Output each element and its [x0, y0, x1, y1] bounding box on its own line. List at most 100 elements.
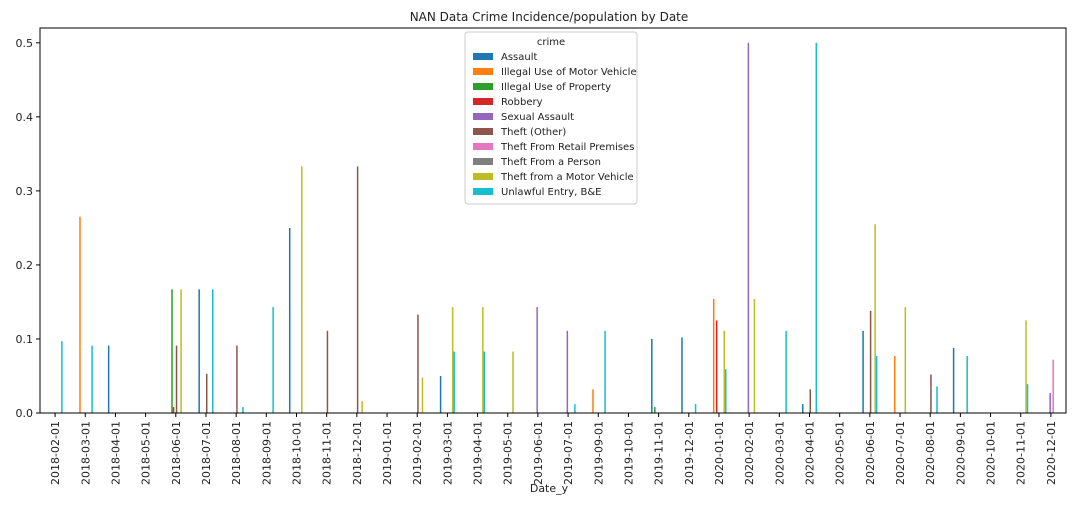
legend: crime Assault Illegal Use of Motor Vehicle… [464, 31, 638, 205]
x-tick-label: 2020-07-01 [894, 421, 907, 485]
legend-swatch [473, 143, 493, 150]
bar-assault-2020-09-01 [952, 347, 955, 413]
legend-entry: Theft From Retail Premises [500, 142, 634, 153]
legend-swatch [473, 98, 493, 105]
x-tick-label: 2019-05-01 [502, 421, 515, 485]
y-tick-label: 0.4 [16, 111, 34, 124]
x-tick-label: 2020-12-01 [1045, 421, 1058, 485]
x-tick-label: 2020-11-01 [1015, 421, 1028, 485]
bar-theft-from-a-motor-vehicle-2020-07-01 [904, 307, 907, 413]
bar-unlawful-entry-b-e-2018-03-01 [91, 345, 93, 413]
bar-theft-other--2018-06-01 [175, 345, 178, 413]
bar-theft-from-a-motor-vehicle-2020-01-01 [723, 330, 726, 413]
bar-sexual-assault-2019-06-01 [536, 307, 538, 413]
x-tick-label: 2018-03-01 [79, 421, 92, 485]
bar-assault-2018-04-01 [107, 345, 110, 413]
x-tick-label: 2019-01-01 [381, 421, 394, 485]
x-tick-label: 2019-09-01 [592, 421, 605, 485]
bar-theft-from-a-motor-vehicle-2020-11-01 [1025, 320, 1027, 413]
legend-entry: Illegal Use of Motor Vehicle [501, 67, 637, 78]
bar-illegal-use-of-motor-vehicle-2018-03-01 [79, 216, 81, 413]
bar-theft-from-retail-premises-2020-12-01 [1052, 359, 1054, 413]
legend-entry: Sexual Assault [501, 112, 574, 123]
bar-theft-from-a-motor-vehicle-2018-06-01 [180, 289, 182, 413]
x-tick-label: 2018-08-01 [230, 421, 243, 485]
bar-theft-from-a-motor-vehicle-2019-05-01 [512, 351, 514, 413]
x-tick-label: 2018-02-01 [49, 421, 62, 485]
bar-robbery-2018-06-01 [172, 407, 175, 413]
x-tick-label: 2019-02-01 [411, 421, 424, 485]
x-tick-label: 2018-11-01 [321, 421, 334, 485]
bar-unlawful-entry-b-e-2020-06-01 [875, 355, 878, 413]
x-tick-label: 2020-08-01 [924, 421, 937, 485]
y-tick-label: 0.1 [16, 333, 34, 346]
legend-entry: Assault [501, 52, 538, 63]
y-tick-label: 0.0 [16, 407, 34, 420]
bar-unlawful-entry-b-e-2019-04-01 [483, 351, 486, 413]
x-tick-label: 2018-09-01 [260, 421, 273, 485]
x-tick-label: 2019-10-01 [622, 421, 635, 485]
chart-title: NAN Data Crime Incidence/population by D… [410, 10, 689, 24]
bar-assault-2018-10-01 [288, 227, 291, 413]
bar-theft-from-a-motor-vehicle-2020-02-01 [753, 298, 756, 413]
bar-theft-other--2018-07-01 [205, 373, 208, 413]
bar-unlawful-entry-b-e-2020-09-01 [966, 355, 968, 413]
bar-theft-other--2018-12-01 [356, 166, 359, 413]
legend-entry: Theft From a Person [500, 157, 601, 168]
bar-unlawful-entry-b-e-2019-07-01 [574, 404, 576, 413]
bar-unlawful-entry-b-e-2020-01-01 [725, 369, 727, 413]
x-tick-label: 2019-03-01 [441, 421, 454, 485]
bar-unlawful-entry-b-e-2020-08-01 [936, 386, 938, 413]
x-tick-label: 2019-11-01 [653, 421, 666, 485]
bar-illegal-use-of-motor-vehicle-2020-07-01 [893, 355, 896, 413]
bar-illegal-use-of-property-2019-11-01 [654, 407, 656, 413]
bar-unlawful-entry-b-e-2020-11-01 [1026, 384, 1029, 413]
bars-layer [61, 42, 1054, 414]
bar-sexual-assault-2019-07-01 [566, 330, 569, 413]
bar-unlawful-entry-b-e-2020-03-01 [785, 330, 787, 413]
bar-unlawful-entry-b-e-2019-12-01 [694, 404, 697, 413]
bar-theft-other--2019-02-01 [417, 314, 419, 413]
x-tick-label: 2018-06-01 [170, 421, 183, 485]
bar-theft-from-a-motor-vehicle-2019-04-01 [482, 307, 484, 413]
x-tick-label: 2018-12-01 [351, 421, 364, 485]
x-axis: 2018-02-01 2018-03-01 2018-04-01 2018-05-01… [49, 413, 1058, 485]
legend-entry: Theft from a Motor Vehicle [500, 172, 634, 183]
bar-theft-other--2018-08-01 [236, 345, 238, 413]
legend-entry: Robbery [501, 97, 543, 108]
legend-swatch [473, 173, 493, 180]
bar-theft-other--2020-04-01 [809, 389, 812, 413]
legend-swatch [473, 53, 493, 60]
x-tick-label: 2020-02-01 [743, 421, 756, 485]
legend-swatch [473, 83, 493, 90]
legend-swatch [473, 188, 493, 195]
x-tick-label: 2018-10-01 [291, 421, 304, 485]
plot-frame [39, 27, 1067, 414]
bar-theft-other--2020-06-01 [869, 310, 872, 413]
bar-illegal-use-of-motor-vehicle-2020-01-01 [712, 298, 715, 413]
bar-unlawful-entry-b-e-2018-09-01 [272, 307, 274, 413]
bar-assault-2018-07-01 [198, 289, 200, 413]
bar-theft-from-a-motor-vehicle-2018-12-01 [361, 401, 363, 413]
legend-swatch [473, 158, 493, 165]
x-tick-label: 2019-12-01 [683, 421, 696, 485]
legend-entry: Illegal Use of Property [501, 82, 611, 93]
x-tick-label: 2018-04-01 [109, 421, 122, 485]
x-tick-label: 2019-07-01 [562, 421, 575, 485]
x-tick-label: 2020-03-01 [773, 421, 786, 485]
bar-unlawful-entry-b-e-2018-02-01 [61, 341, 63, 413]
bar-unlawful-entry-b-e-2019-03-01 [453, 351, 455, 413]
bar-sexual-assault-2020-12-01 [1049, 393, 1051, 413]
bar-theft-other--2020-08-01 [930, 374, 932, 413]
x-tick-label: 2020-01-01 [713, 421, 726, 485]
x-tick-label: 2020-06-01 [864, 421, 877, 485]
bar-theft-from-a-motor-vehicle-2019-02-01 [421, 377, 424, 413]
bar-sexual-assault-2020-02-01 [747, 42, 750, 414]
legend-title: crime [537, 37, 565, 48]
bar-unlawful-entry-b-e-2020-04-01 [815, 42, 818, 414]
x-tick-label: 2020-04-01 [804, 421, 817, 485]
bar-theft-other--2018-11-01 [326, 330, 329, 413]
legend-swatch [473, 68, 493, 75]
x-tick-label: 2018-07-01 [200, 421, 213, 485]
